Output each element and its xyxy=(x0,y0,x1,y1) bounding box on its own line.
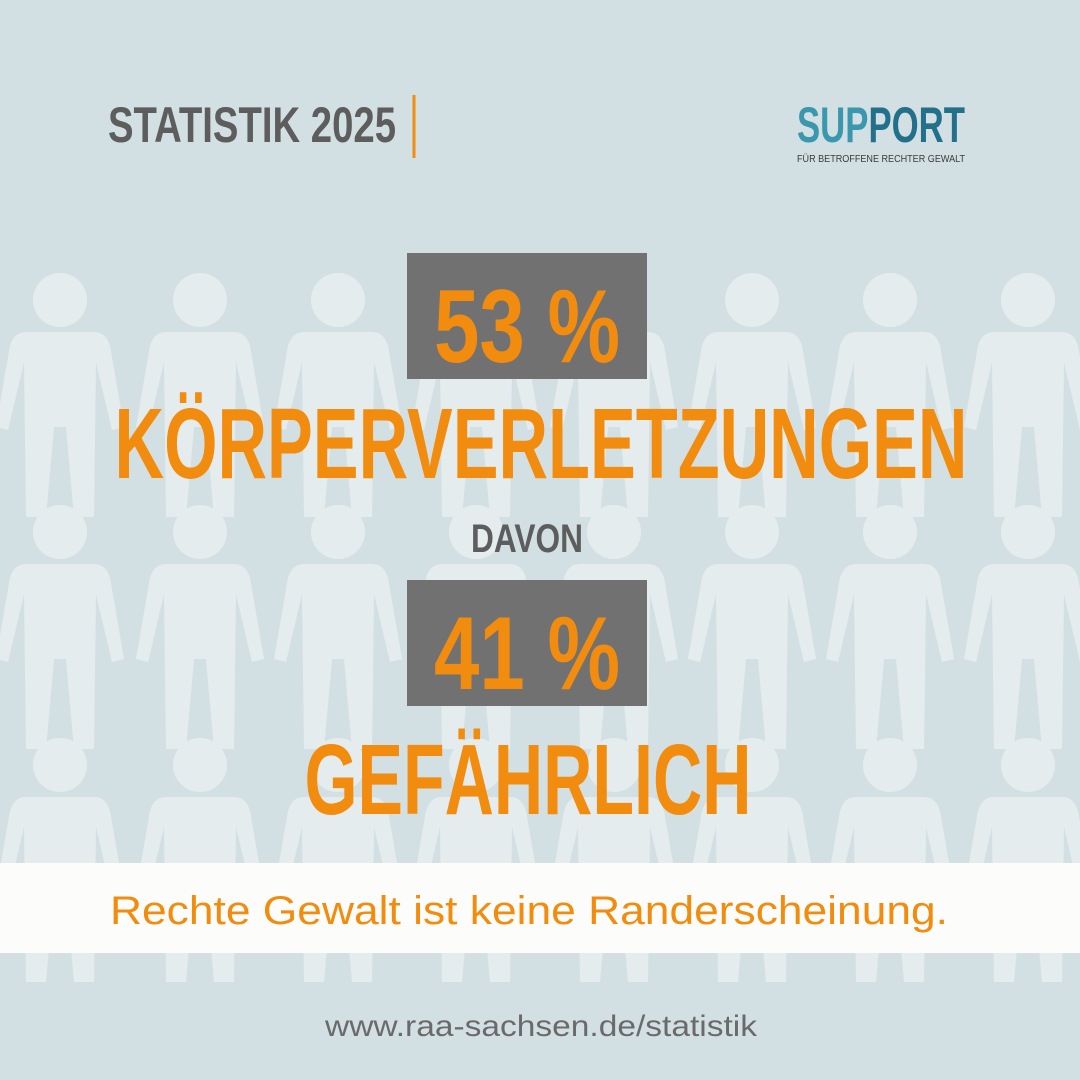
person-shape xyxy=(964,564,1080,749)
person-shape xyxy=(826,564,954,749)
person-shape xyxy=(173,505,227,559)
person-icon xyxy=(274,505,402,749)
person-shape xyxy=(173,738,227,792)
connector: DAVON xyxy=(471,517,583,561)
person-shape xyxy=(688,332,816,517)
person-shape xyxy=(311,505,365,559)
person-icon xyxy=(826,273,954,517)
logo-tagline: FÜR BETROFFENE RECHTER GEWALT xyxy=(797,153,966,165)
person-shape xyxy=(863,738,917,792)
person-shape xyxy=(274,564,402,749)
stat-label: GEFÄHRLICH xyxy=(305,724,752,836)
person-icon xyxy=(274,273,402,517)
person-shape xyxy=(0,564,124,749)
person-icon xyxy=(0,505,124,749)
logo-wordmark: SUPPORT xyxy=(797,97,965,153)
person-shape xyxy=(136,332,264,517)
person-shape xyxy=(33,738,87,792)
person-shape xyxy=(964,332,1080,517)
person-shape xyxy=(826,332,954,517)
person-shape xyxy=(33,273,87,327)
person-shape xyxy=(449,738,503,792)
logo-part: SUP xyxy=(797,97,868,153)
person-shape xyxy=(311,738,365,792)
person-icon xyxy=(688,505,816,749)
person-shape xyxy=(725,505,779,559)
person-shape xyxy=(449,505,503,559)
person-shape xyxy=(136,564,264,749)
person-shape xyxy=(688,564,816,749)
banner-text: Rechte Gewalt ist keine Randerscheinung. xyxy=(110,889,948,933)
person-icon xyxy=(136,505,264,749)
header-title: STATISTIK 2025 xyxy=(108,97,396,153)
person-shape xyxy=(33,505,87,559)
person-icon xyxy=(826,505,954,749)
person-icon xyxy=(0,273,124,517)
person-icon xyxy=(964,505,1080,749)
person-shape xyxy=(725,738,779,792)
person-icon xyxy=(688,273,816,517)
footer-url: www.raa-sachsen.de/statistik xyxy=(324,1010,758,1043)
person-shape xyxy=(587,505,641,559)
person-shape xyxy=(1001,738,1055,792)
person-shape xyxy=(863,273,917,327)
person-icon xyxy=(136,273,264,517)
person-shape xyxy=(1001,505,1055,559)
person-icon xyxy=(964,273,1080,517)
stat-box xyxy=(407,580,647,706)
stat-box xyxy=(407,253,647,379)
person-shape xyxy=(173,273,227,327)
person-shape xyxy=(311,273,365,327)
person-shape xyxy=(274,332,402,517)
person-shape xyxy=(0,332,124,517)
stat-value: 41 % xyxy=(434,596,620,712)
banner-band xyxy=(0,863,1080,953)
person-shape xyxy=(863,505,917,559)
person-shape xyxy=(587,738,641,792)
stat-label: KÖRPERVERLETZUNGEN xyxy=(115,388,968,500)
stat-value: 53 % xyxy=(434,269,620,385)
person-shape xyxy=(1001,273,1055,327)
logo-part: PORT xyxy=(868,97,965,153)
person-shape xyxy=(725,273,779,327)
